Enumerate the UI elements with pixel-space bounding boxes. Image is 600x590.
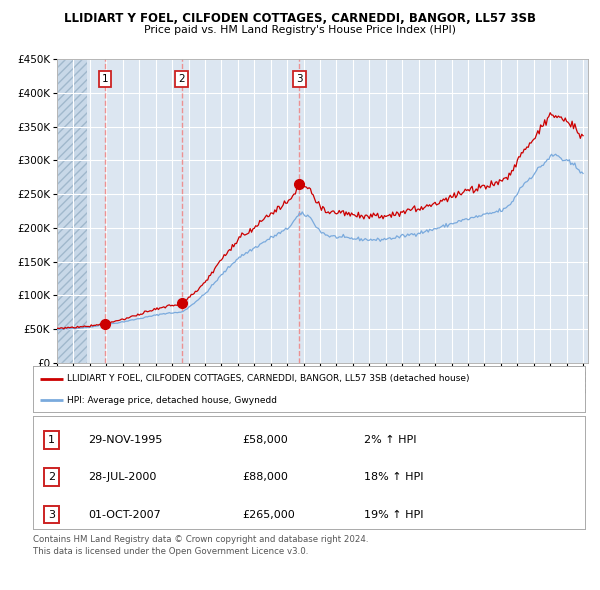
Text: 18% ↑ HPI: 18% ↑ HPI <box>364 472 424 482</box>
Text: 2: 2 <box>47 472 55 482</box>
Text: 29-NOV-1995: 29-NOV-1995 <box>88 435 163 445</box>
Text: This data is licensed under the Open Government Licence v3.0.: This data is licensed under the Open Gov… <box>33 547 308 556</box>
Text: £265,000: £265,000 <box>243 510 296 520</box>
Text: 01-OCT-2007: 01-OCT-2007 <box>88 510 161 520</box>
Bar <box>57 59 88 363</box>
Bar <box>57 59 88 363</box>
Text: 1: 1 <box>101 74 109 84</box>
Text: HPI: Average price, detached house, Gwynedd: HPI: Average price, detached house, Gwyn… <box>67 396 277 405</box>
Text: £58,000: £58,000 <box>243 435 289 445</box>
Text: £88,000: £88,000 <box>243 472 289 482</box>
Text: Price paid vs. HM Land Registry's House Price Index (HPI): Price paid vs. HM Land Registry's House … <box>144 25 456 35</box>
Text: 3: 3 <box>296 74 303 84</box>
Text: 2: 2 <box>178 74 185 84</box>
Text: 19% ↑ HPI: 19% ↑ HPI <box>364 510 424 520</box>
Text: 28-JUL-2000: 28-JUL-2000 <box>88 472 157 482</box>
Text: 2% ↑ HPI: 2% ↑ HPI <box>364 435 416 445</box>
Text: Contains HM Land Registry data © Crown copyright and database right 2024.: Contains HM Land Registry data © Crown c… <box>33 535 368 544</box>
Text: 1: 1 <box>48 435 55 445</box>
Text: LLIDIART Y FOEL, CILFODEN COTTAGES, CARNEDDI, BANGOR, LL57 3SB (detached house): LLIDIART Y FOEL, CILFODEN COTTAGES, CARN… <box>67 374 470 383</box>
Text: 3: 3 <box>48 510 55 520</box>
Text: LLIDIART Y FOEL, CILFODEN COTTAGES, CARNEDDI, BANGOR, LL57 3SB: LLIDIART Y FOEL, CILFODEN COTTAGES, CARN… <box>64 12 536 25</box>
